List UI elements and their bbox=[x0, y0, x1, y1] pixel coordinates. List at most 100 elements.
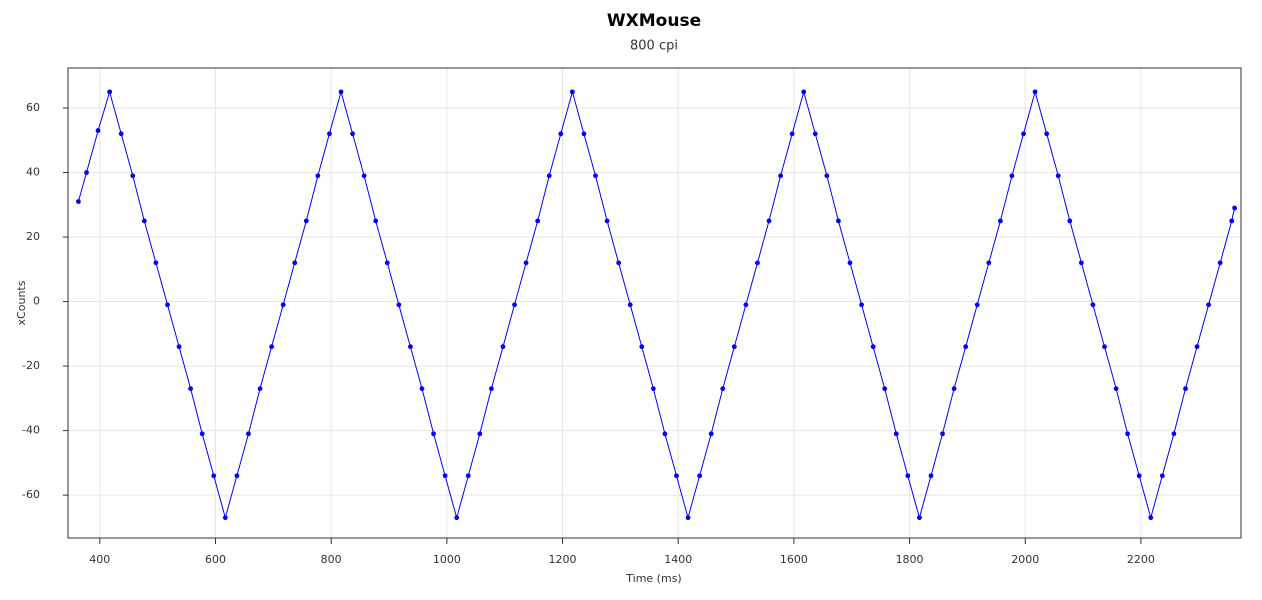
data-point bbox=[84, 170, 89, 175]
data-point bbox=[431, 431, 436, 437]
data-point bbox=[234, 473, 240, 479]
x-tick-label: 1400 bbox=[664, 553, 692, 566]
x-tick-label: 1200 bbox=[549, 553, 577, 566]
data-point bbox=[303, 218, 309, 224]
x-tick-label: 2000 bbox=[1011, 553, 1039, 566]
data-point bbox=[1171, 431, 1177, 437]
data-point bbox=[1090, 302, 1096, 308]
x-tick-label: 400 bbox=[89, 553, 110, 566]
data-point bbox=[824, 173, 830, 179]
data-point bbox=[581, 131, 587, 137]
data-point bbox=[604, 218, 610, 224]
y-tick-label: 20 bbox=[26, 230, 40, 243]
plot-frame bbox=[67, 67, 1242, 539]
x-tick-label: 2200 bbox=[1127, 553, 1155, 566]
data-point bbox=[1136, 473, 1142, 479]
chart-title: WXMouse bbox=[607, 11, 701, 31]
data-point bbox=[176, 344, 182, 350]
data-point bbox=[454, 515, 460, 521]
data-point bbox=[1078, 260, 1084, 266]
data-point bbox=[1125, 431, 1131, 437]
data-point bbox=[755, 260, 760, 266]
data-point bbox=[211, 473, 217, 479]
data-point bbox=[419, 386, 425, 392]
data-point bbox=[627, 302, 633, 308]
data-point bbox=[720, 386, 726, 392]
data-point bbox=[546, 173, 552, 179]
x-tick-label: 1800 bbox=[896, 553, 924, 566]
data-point bbox=[408, 344, 413, 350]
data-point bbox=[847, 260, 853, 266]
data-point bbox=[1232, 205, 1238, 211]
data-point bbox=[118, 131, 124, 137]
data-point bbox=[199, 431, 205, 437]
data-point bbox=[951, 386, 957, 392]
data-point bbox=[986, 260, 992, 266]
data-point bbox=[697, 473, 703, 479]
data-point bbox=[1044, 131, 1050, 137]
data-point bbox=[1021, 131, 1026, 137]
data-point bbox=[535, 218, 541, 224]
data-point bbox=[523, 260, 529, 266]
data-point bbox=[222, 515, 228, 521]
data-point bbox=[928, 473, 934, 479]
data-point bbox=[1055, 173, 1061, 179]
y-axis-label: xCounts bbox=[15, 280, 28, 325]
data-line bbox=[77, 90, 1236, 520]
chart-subtitle: 800 cpi bbox=[630, 39, 678, 54]
data-point bbox=[384, 260, 390, 266]
data-point bbox=[974, 302, 980, 308]
data-point bbox=[685, 515, 691, 521]
data-point bbox=[1113, 386, 1119, 392]
plot-area bbox=[76, 89, 1238, 521]
grid bbox=[68, 68, 1241, 538]
data-point bbox=[442, 473, 448, 479]
data-point bbox=[488, 386, 494, 392]
x-tick-label: 800 bbox=[321, 553, 342, 566]
data-point bbox=[153, 260, 159, 266]
data-point bbox=[512, 302, 517, 308]
data-point bbox=[1206, 302, 1212, 308]
data-point bbox=[731, 344, 737, 350]
data-point bbox=[500, 344, 506, 350]
x-tick-label: 1000 bbox=[433, 553, 461, 566]
data-point bbox=[870, 344, 876, 350]
data-point bbox=[188, 386, 194, 392]
data-point bbox=[373, 218, 379, 224]
data-point bbox=[616, 260, 622, 266]
data-point bbox=[257, 386, 263, 392]
y-tick-label: 40 bbox=[26, 166, 40, 179]
data-point bbox=[1194, 344, 1200, 350]
y-tick-label: 60 bbox=[26, 101, 40, 114]
data-point bbox=[141, 218, 147, 224]
data-point bbox=[917, 515, 922, 521]
data-point bbox=[165, 302, 170, 308]
data-point bbox=[882, 386, 888, 392]
data-point bbox=[95, 128, 101, 133]
data-point bbox=[743, 302, 749, 308]
data-point bbox=[338, 89, 344, 95]
data-point bbox=[662, 431, 668, 437]
data-point bbox=[801, 89, 807, 95]
data-point bbox=[350, 131, 355, 137]
data-point bbox=[812, 131, 818, 137]
data-point bbox=[1159, 473, 1165, 479]
data-point bbox=[558, 131, 564, 137]
data-point bbox=[593, 173, 598, 179]
data-point bbox=[1229, 218, 1235, 224]
data-point bbox=[940, 431, 945, 437]
x-axis-label: Time (ms) bbox=[625, 572, 681, 585]
data-point bbox=[465, 473, 471, 479]
data-point bbox=[893, 431, 899, 437]
x-tick-label: 600 bbox=[205, 553, 226, 566]
data-point bbox=[280, 302, 286, 308]
data-point bbox=[708, 431, 714, 437]
data-point bbox=[905, 473, 911, 479]
data-point bbox=[766, 218, 772, 224]
data-point bbox=[292, 260, 298, 266]
data-point bbox=[963, 344, 969, 350]
y-tick-label: -60 bbox=[22, 488, 40, 501]
data-point bbox=[997, 218, 1003, 224]
data-point bbox=[76, 199, 81, 204]
